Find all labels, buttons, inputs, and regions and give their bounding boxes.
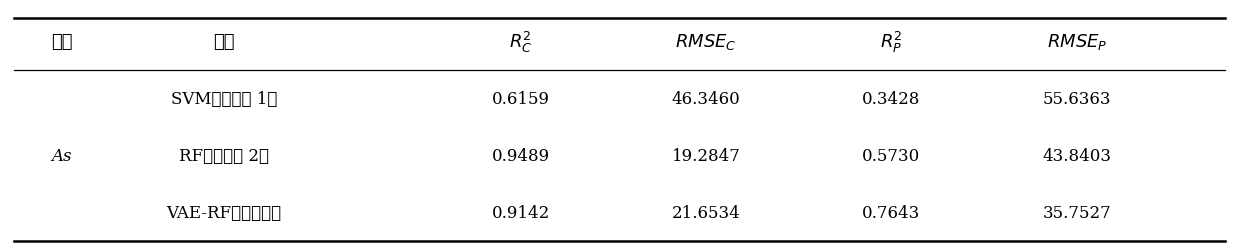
Text: 金属: 金属 bbox=[51, 33, 72, 51]
Text: 0.9142: 0.9142 bbox=[492, 204, 550, 221]
Text: 35.7527: 35.7527 bbox=[1042, 204, 1111, 221]
Text: 55.6363: 55.6363 bbox=[1043, 90, 1111, 108]
Text: 0.9489: 0.9489 bbox=[492, 148, 550, 164]
Text: 0.3428: 0.3428 bbox=[862, 90, 921, 108]
Text: $R_C^2$: $R_C^2$ bbox=[509, 30, 533, 55]
Text: 43.8403: 43.8403 bbox=[1042, 148, 1111, 164]
Text: 19.2847: 19.2847 bbox=[672, 148, 741, 164]
Text: $RMSE_C$: $RMSE_C$ bbox=[675, 32, 737, 52]
Text: VAE-RF（实施例）: VAE-RF（实施例） bbox=[166, 204, 281, 221]
Text: 0.5730: 0.5730 bbox=[862, 148, 921, 164]
Text: 0.7643: 0.7643 bbox=[862, 204, 921, 221]
Text: $R_P^2$: $R_P^2$ bbox=[880, 30, 903, 55]
Text: As: As bbox=[51, 148, 72, 164]
Text: $RMSE_P$: $RMSE_P$ bbox=[1047, 32, 1108, 52]
Text: 46.3460: 46.3460 bbox=[672, 90, 741, 108]
Text: SVM（对比例 1）: SVM（对比例 1） bbox=[171, 90, 278, 108]
Text: 0.6159: 0.6159 bbox=[492, 90, 550, 108]
Text: RF（对比例 2）: RF（对比例 2） bbox=[178, 148, 269, 164]
Text: 方法: 方法 bbox=[213, 33, 234, 51]
Text: 21.6534: 21.6534 bbox=[672, 204, 741, 221]
